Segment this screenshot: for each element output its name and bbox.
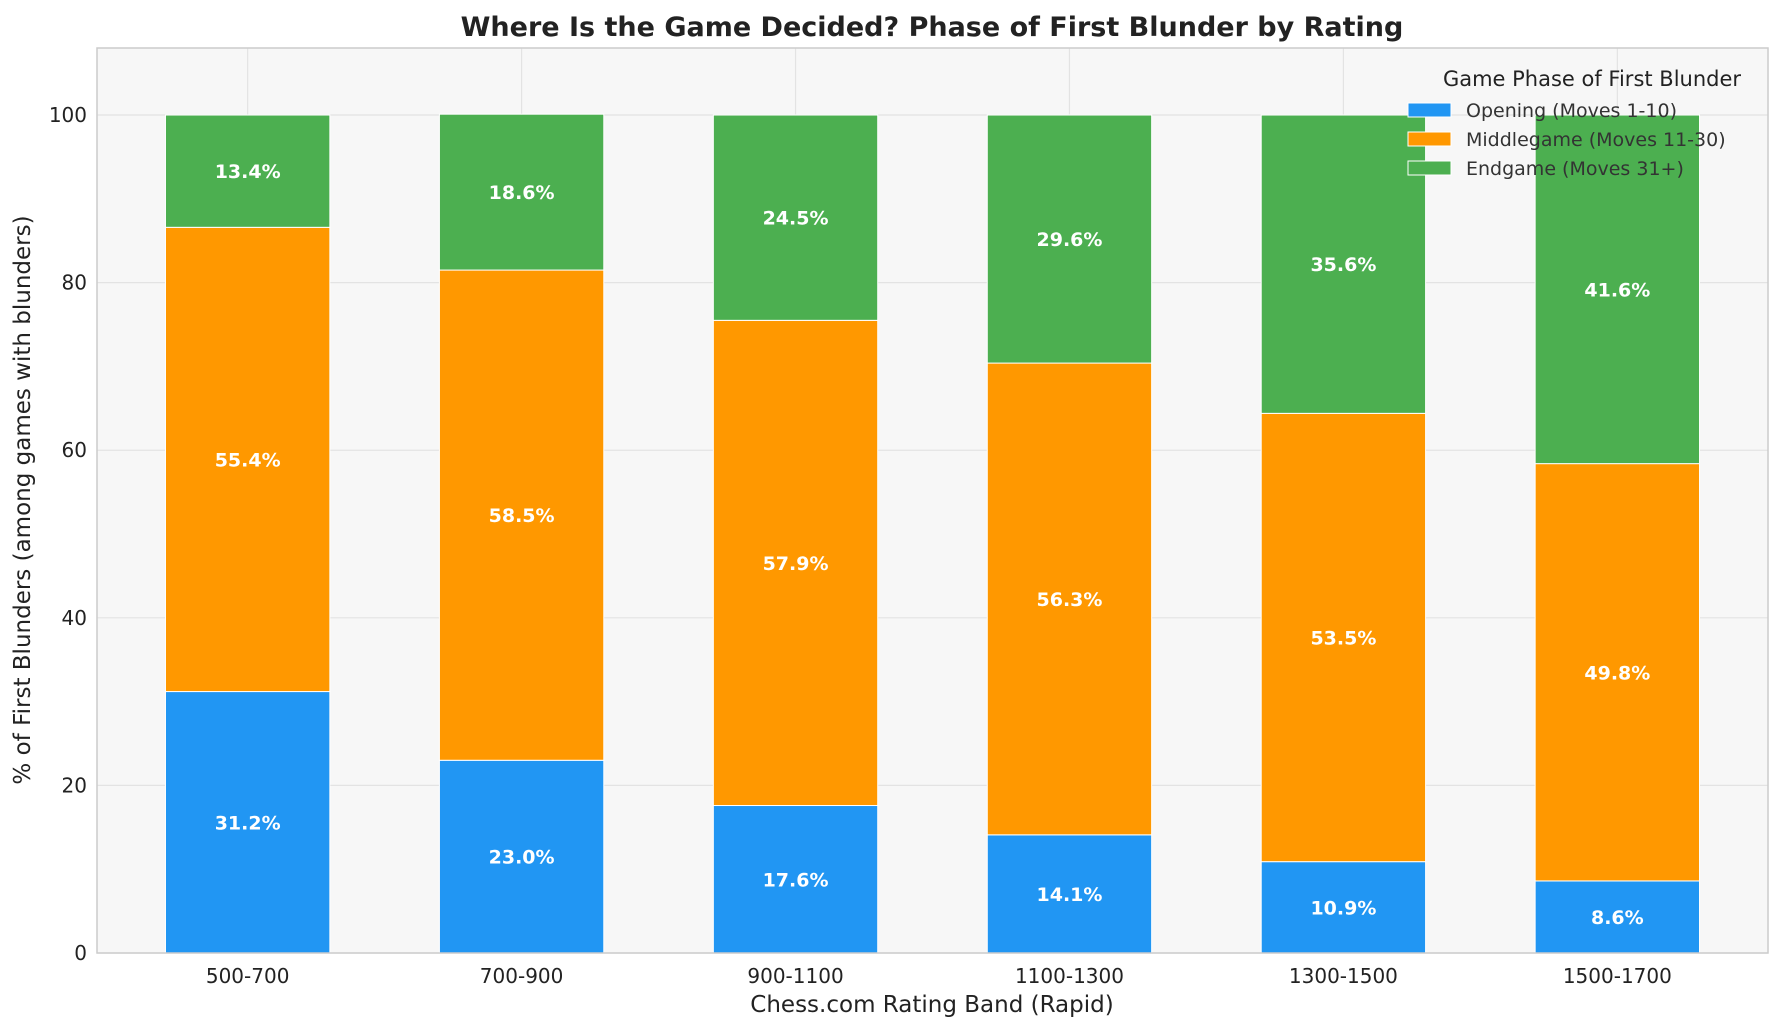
- bar-value-label: 10.9%: [1310, 897, 1376, 919]
- x-tick-label: 700-900: [480, 964, 564, 988]
- bar-value-label: 17.6%: [763, 869, 829, 891]
- bar-segment: [1534, 463, 1701, 882]
- bar-segment: [986, 114, 1153, 364]
- chart-title: Where Is the Game Decided? Phase of Firs…: [461, 12, 1404, 43]
- bar-segment: [164, 226, 331, 693]
- bar-value-label: 53.5%: [1310, 628, 1376, 650]
- x-axis-ticks: 500-700 700-900 900-1100 1100-1300 1300-1500…: [206, 964, 1672, 988]
- legend-swatch: [1407, 131, 1452, 147]
- legend: Game Phase of First Blunder Opening (Mov…: [1407, 67, 1741, 180]
- y-tick-label: 40: [62, 606, 87, 630]
- bar-segment: [1260, 114, 1427, 414]
- plot-background: [97, 48, 1768, 953]
- bar-value-label: 56.3%: [1037, 589, 1103, 611]
- data-labels: 31.2% 55.4% 13.4% 23.0% 58.5% 18.6% 17.6% 57.9%…: [215, 161, 1651, 929]
- bars: [164, 113, 1701, 954]
- bar-segment: [712, 319, 879, 807]
- bar-segment: [986, 362, 1153, 836]
- bar-value-label: 55.4%: [215, 449, 281, 471]
- x-tick-label: 1300-1500: [1289, 964, 1398, 988]
- legend-swatch: [1407, 160, 1452, 176]
- y-tick-label: 100: [49, 103, 87, 127]
- bar-value-label: 58.5%: [489, 505, 555, 527]
- y-axis-ticks: 0 20 40 60 80 100: [49, 103, 87, 965]
- bar-segment: [438, 269, 605, 761]
- bar-value-label: 13.4%: [215, 161, 281, 183]
- bar-segment: [712, 805, 879, 954]
- bar-value-label: 23.0%: [489, 847, 555, 869]
- bar-value-label: 24.5%: [763, 208, 829, 230]
- x-tick-label: 1500-1700: [1563, 964, 1672, 988]
- y-tick-label: 60: [62, 438, 87, 462]
- bar-value-label: 14.1%: [1037, 884, 1103, 906]
- bar-value-label: 35.6%: [1310, 254, 1376, 276]
- y-tick-label: 80: [62, 271, 87, 295]
- bar-value-label: 18.6%: [489, 182, 555, 204]
- bar-segment: [986, 834, 1153, 954]
- x-tick-label: 1100-1300: [1015, 964, 1124, 988]
- y-tick-label: 0: [74, 941, 87, 965]
- plot-frame: [96, 47, 1769, 954]
- legend-entry-label: Middlegame (Moves 11-30): [1466, 129, 1726, 151]
- legend-items: Opening (Moves 1-10) Middlegame (Moves 11…: [1407, 100, 1726, 180]
- bar-value-label: 49.8%: [1584, 662, 1650, 684]
- x-tick-label: 500-700: [206, 964, 290, 988]
- bar-segment: [164, 691, 331, 954]
- x-axis-label: Chess.com Rating Band (Rapid): [750, 992, 1113, 1018]
- legend-swatch: [1407, 102, 1452, 118]
- bar-segment: [164, 114, 331, 228]
- legend-title: Game Phase of First Blunder: [1443, 67, 1741, 91]
- bar-segment: [1534, 114, 1701, 465]
- y-axis-label: % of First Blunders (among games with bl…: [10, 215, 36, 784]
- legend-entry-label: Opening (Moves 1-10): [1466, 100, 1677, 122]
- bar-value-label: 57.9%: [763, 553, 829, 575]
- bar-segment: [1534, 880, 1701, 954]
- bar-value-label: 8.6%: [1591, 907, 1644, 929]
- legend-entry-label: Endgame (Moves 31+): [1466, 158, 1684, 180]
- x-tick-label: 900-1100: [747, 964, 843, 988]
- bar-value-label: 41.6%: [1584, 279, 1650, 301]
- bar-segment: [438, 113, 605, 271]
- bar-segment: [1260, 412, 1427, 863]
- bar-value-label: 29.6%: [1037, 229, 1103, 251]
- bar-value-label: 31.2%: [215, 812, 281, 834]
- y-tick-label: 20: [62, 773, 87, 797]
- bar-segment: [712, 114, 879, 321]
